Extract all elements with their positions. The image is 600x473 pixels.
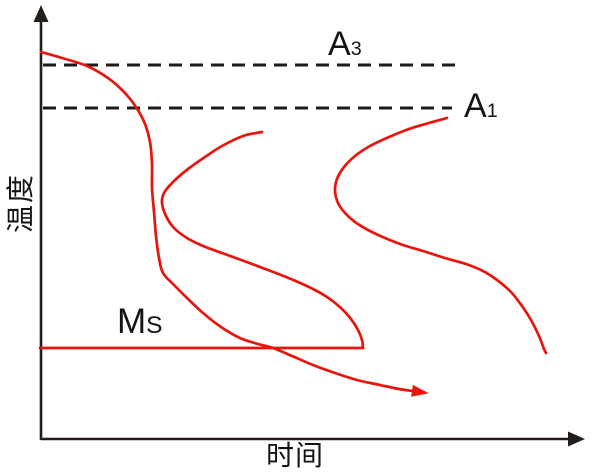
a1-label-base: A <box>464 87 487 125</box>
ms-label-subscript: S <box>146 312 163 339</box>
x-axis-arrow-icon <box>568 431 585 447</box>
a3-label: A3 <box>328 27 362 61</box>
y-axis-label: 温度 <box>5 172 36 234</box>
cooling-curve <box>39 50 415 393</box>
ms-label-base: M <box>117 302 147 341</box>
a3-label-base: A <box>328 25 351 63</box>
c-curve-right <box>333 116 548 355</box>
a1-label-subscript: 1 <box>486 100 498 122</box>
x-axis-label: 时间 <box>266 440 325 471</box>
a1-label: A1 <box>464 89 498 123</box>
cooling-curve-arrowhead-icon <box>411 384 429 397</box>
ms-label: MS <box>117 304 163 339</box>
c-curve-left <box>160 130 365 350</box>
a3-label-subscript: 3 <box>350 38 362 60</box>
y-axis-arrow-icon <box>33 5 49 22</box>
